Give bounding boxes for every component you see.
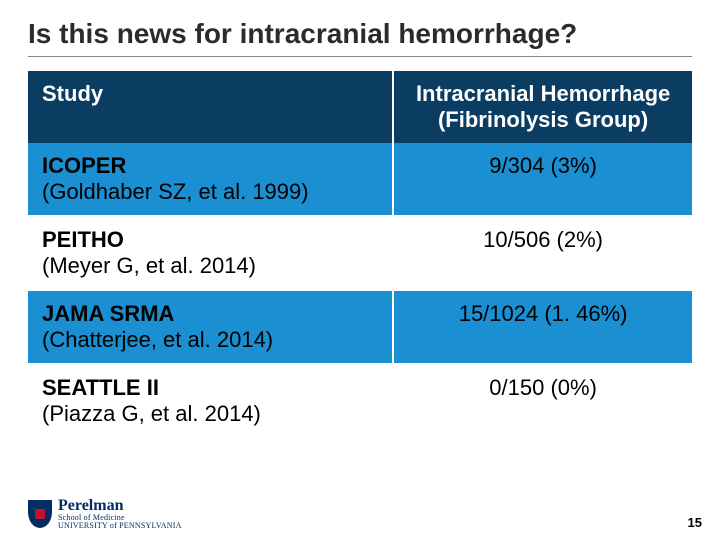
study-cite: (Piazza G, et al. 2014) <box>42 401 378 427</box>
table-row: SEATTLE II (Piazza G, et al. 2014) 0/150… <box>28 364 692 438</box>
logo-sub2: UNIVERSITY of PENNSYLVANIA <box>58 522 182 530</box>
value-cell: 0/150 (0%) <box>393 364 692 438</box>
slide: Is this news for intracranial hemorrhage… <box>0 0 720 540</box>
study-name: JAMA SRMA <box>42 301 378 327</box>
footer: Perelman School of Medicine UNIVERSITY o… <box>28 498 702 530</box>
data-table: Study Intracranial Hemorrhage (Fibrinoly… <box>28 71 692 439</box>
study-cell: JAMA SRMA (Chatterjee, et al. 2014) <box>28 290 393 364</box>
value-cell: 15/1024 (1. 46%) <box>393 290 692 364</box>
study-cite: (Chatterjee, et al. 2014) <box>42 327 378 353</box>
study-name: PEITHO <box>42 227 378 253</box>
study-cell: SEATTLE II (Piazza G, et al. 2014) <box>28 364 393 438</box>
perelman-logo: Perelman School of Medicine UNIVERSITY o… <box>28 498 182 530</box>
table-header-value: Intracranial Hemorrhage (Fibrinolysis Gr… <box>393 71 692 143</box>
study-name: ICOPER <box>42 153 378 179</box>
table-header-study: Study <box>28 71 393 143</box>
logo-text: Perelman School of Medicine UNIVERSITY o… <box>58 498 182 530</box>
page-number: 15 <box>688 515 702 530</box>
table-header-row: Study Intracranial Hemorrhage (Fibrinoly… <box>28 71 692 143</box>
study-cell: ICOPER (Goldhaber SZ, et al. 1999) <box>28 143 393 216</box>
shield-icon <box>28 500 52 528</box>
value-cell: 9/304 (3%) <box>393 143 692 216</box>
study-cite: (Goldhaber SZ, et al. 1999) <box>42 179 378 205</box>
value-cell: 10/506 (2%) <box>393 216 692 290</box>
logo-main: Perelman <box>58 498 182 514</box>
study-cell: PEITHO (Meyer G, et al. 2014) <box>28 216 393 290</box>
slide-title: Is this news for intracranial hemorrhage… <box>28 18 692 57</box>
study-name: SEATTLE II <box>42 375 378 401</box>
table-row: JAMA SRMA (Chatterjee, et al. 2014) 15/1… <box>28 290 692 364</box>
study-cite: (Meyer G, et al. 2014) <box>42 253 378 279</box>
table-row: PEITHO (Meyer G, et al. 2014) 10/506 (2%… <box>28 216 692 290</box>
table-row: ICOPER (Goldhaber SZ, et al. 1999) 9/304… <box>28 143 692 216</box>
